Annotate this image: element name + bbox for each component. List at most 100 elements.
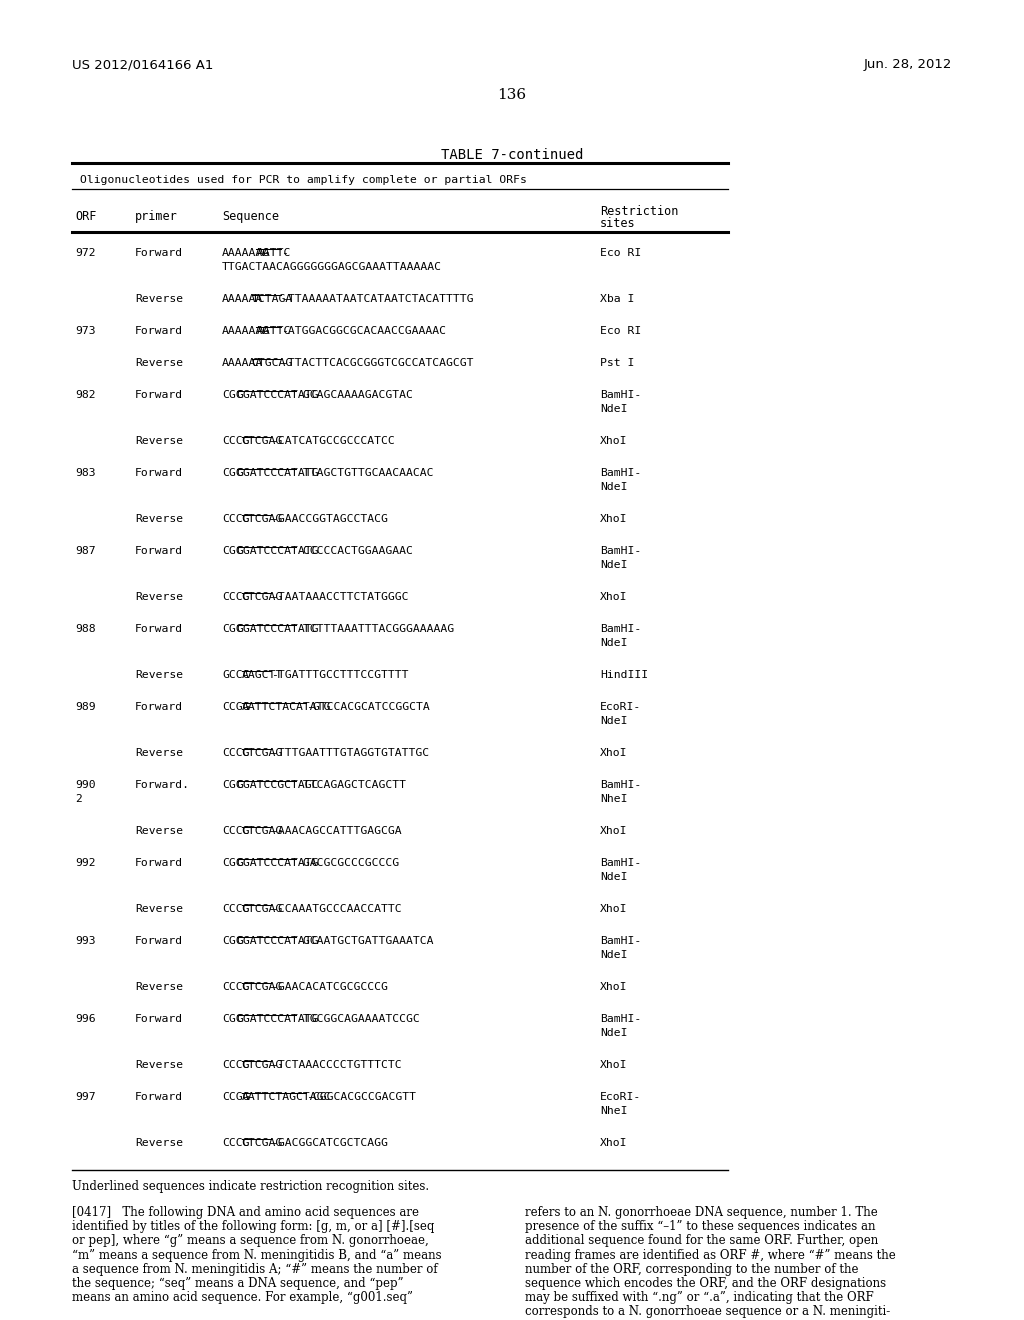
Text: CGC: CGC bbox=[222, 624, 243, 634]
Text: CCGG: CCGG bbox=[222, 702, 250, 711]
Text: NdeI: NdeI bbox=[600, 715, 628, 726]
Text: number of the ORF, corresponding to the number of the: number of the ORF, corresponding to the … bbox=[525, 1263, 858, 1276]
Text: 997: 997 bbox=[75, 1092, 95, 1102]
Text: 993: 993 bbox=[75, 936, 95, 946]
Text: BamHI-: BamHI- bbox=[600, 780, 641, 789]
Text: -TTAGCTGTTGCAACAACAC: -TTAGCTGTTGCAACAACAC bbox=[296, 469, 433, 478]
Text: NdeI: NdeI bbox=[600, 873, 628, 882]
Text: GGATCCCATATG: GGATCCCATATG bbox=[237, 936, 319, 946]
Text: -TAATAAACCTTCTATGGGC: -TAATAAACCTTCTATGGGC bbox=[271, 591, 409, 602]
Text: Forward: Forward bbox=[135, 858, 183, 869]
Text: -GCAATGCTGATTGAAATCA: -GCAATGCTGATTGAAATCA bbox=[296, 936, 433, 946]
Text: CCCG: CCCG bbox=[222, 1060, 250, 1071]
Text: XhoI: XhoI bbox=[600, 982, 628, 993]
Text: CCCG: CCCG bbox=[222, 904, 250, 913]
Text: -GACGGCATCGCTCAGG: -GACGGCATCGCTCAGG bbox=[271, 1138, 388, 1148]
Text: NdeI: NdeI bbox=[600, 560, 628, 570]
Text: CGC: CGC bbox=[222, 389, 243, 400]
Text: BamHI-: BamHI- bbox=[600, 1014, 641, 1024]
Text: CGC: CGC bbox=[222, 780, 243, 789]
Text: BamHI-: BamHI- bbox=[600, 546, 641, 556]
Text: CCCG: CCCG bbox=[222, 1138, 250, 1148]
Text: GGATCCCATATG: GGATCCCATATG bbox=[237, 546, 319, 556]
Text: NdeI: NdeI bbox=[600, 638, 628, 648]
Text: the sequence; “seq” means a DNA sequence, and “pep”: the sequence; “seq” means a DNA sequence… bbox=[72, 1276, 403, 1290]
Text: -TCTAAACCCCTGTTTCTC: -TCTAAACCCCTGTTTCTC bbox=[271, 1060, 401, 1071]
Text: GGATCCCATATG: GGATCCCATATG bbox=[237, 469, 319, 478]
Text: XhoI: XhoI bbox=[600, 904, 628, 913]
Text: BamHI-: BamHI- bbox=[600, 469, 641, 478]
Text: XhoI: XhoI bbox=[600, 513, 628, 524]
Text: CGC: CGC bbox=[222, 546, 243, 556]
Text: -TTACTTCACGCGGGTCGCCATCAGCGT: -TTACTTCACGCGGGTCGCCATCAGCGT bbox=[282, 358, 474, 368]
Text: CCCG: CCCG bbox=[222, 748, 250, 758]
Text: GGATCCCATATG: GGATCCCATATG bbox=[237, 1014, 319, 1024]
Text: 989: 989 bbox=[75, 702, 95, 711]
Text: Oligonucleotides used for PCR to amplify complete or partial ORFs: Oligonucleotides used for PCR to amplify… bbox=[80, 176, 527, 185]
Text: 973: 973 bbox=[75, 326, 95, 337]
Text: Reverse: Reverse bbox=[135, 513, 183, 524]
Text: AAAAAAG: AAAAAAG bbox=[222, 326, 270, 337]
Text: -CCCCCACTGGAAGAAC: -CCCCCACTGGAAGAAC bbox=[296, 546, 413, 556]
Text: -GCAGCAAAAGACGTAC: -GCAGCAAAAGACGTAC bbox=[296, 389, 413, 400]
Text: Forward: Forward bbox=[135, 326, 183, 337]
Text: reading frames are identified as ORF #, where “#” means the: reading frames are identified as ORF #, … bbox=[525, 1249, 896, 1262]
Text: -TGCGGCAGAAAATCCGC: -TGCGGCAGAAAATCCGC bbox=[296, 1014, 420, 1024]
Text: 2: 2 bbox=[75, 795, 82, 804]
Text: Forward: Forward bbox=[135, 248, 183, 257]
Text: CTCGAG: CTCGAG bbox=[242, 1060, 283, 1071]
Text: GGATCCCATATG: GGATCCCATATG bbox=[237, 624, 319, 634]
Text: Forward: Forward bbox=[135, 702, 183, 711]
Text: Forward.: Forward. bbox=[135, 780, 190, 789]
Text: -CATCATGCCGCCCATCC: -CATCATGCCGCCCATCC bbox=[271, 436, 395, 446]
Text: 972: 972 bbox=[75, 248, 95, 257]
Text: identified by titles of the following form: [g, m, or a] [#].[seq: identified by titles of the following fo… bbox=[72, 1220, 434, 1233]
Text: CTCGAG: CTCGAG bbox=[242, 513, 283, 524]
Text: additional sequence found for the same ORF. Further, open: additional sequence found for the same O… bbox=[525, 1234, 879, 1247]
Text: -CGGCACGCCGACGTT: -CGGCACGCCGACGTT bbox=[306, 1092, 416, 1102]
Text: BamHI-: BamHI- bbox=[600, 936, 641, 946]
Text: Eco RI: Eco RI bbox=[600, 248, 641, 257]
Text: CCCG: CCCG bbox=[222, 591, 250, 602]
Text: NheI: NheI bbox=[600, 795, 628, 804]
Text: CCCG: CCCG bbox=[222, 826, 250, 836]
Text: “m” means a sequence from N. meningitidis B, and “a” means: “m” means a sequence from N. meningitidi… bbox=[72, 1249, 441, 1262]
Text: -TCTTTAAATTTACGGGAAAAAG: -TCTTTAAATTTACGGGAAAAAG bbox=[296, 624, 454, 634]
Text: sites: sites bbox=[600, 216, 636, 230]
Text: XhoI: XhoI bbox=[600, 1138, 628, 1148]
Text: NdeI: NdeI bbox=[600, 404, 628, 414]
Text: CCCG: CCCG bbox=[222, 513, 250, 524]
Text: Reverse: Reverse bbox=[135, 1138, 183, 1148]
Text: CGC: CGC bbox=[222, 1014, 243, 1024]
Text: primer: primer bbox=[135, 210, 178, 223]
Text: Reverse: Reverse bbox=[135, 982, 183, 993]
Text: 992: 992 bbox=[75, 858, 95, 869]
Text: NdeI: NdeI bbox=[600, 482, 628, 492]
Text: GGATCCCATATG: GGATCCCATATG bbox=[237, 858, 319, 869]
Text: EcoRI-: EcoRI- bbox=[600, 1092, 641, 1102]
Text: Reverse: Reverse bbox=[135, 591, 183, 602]
Text: HindIII: HindIII bbox=[600, 671, 648, 680]
Text: GGATCCCATATG: GGATCCCATATG bbox=[237, 389, 319, 400]
Text: BamHI-: BamHI- bbox=[600, 389, 641, 400]
Text: Pst I: Pst I bbox=[600, 358, 635, 368]
Text: TTGACTAACAGGGGGGGAGCGAAATTAAAAAC: TTGACTAACAGGGGGGGAGCGAAATTAAAAAC bbox=[222, 261, 442, 272]
Text: -GAACCGGTAGCCTACG: -GAACCGGTAGCCTACG bbox=[271, 513, 388, 524]
Text: Forward: Forward bbox=[135, 936, 183, 946]
Text: corresponds to a N. gonorrhoeae sequence or a N. meningiti-: corresponds to a N. gonorrhoeae sequence… bbox=[525, 1305, 890, 1319]
Text: GGATCCGCTAGC: GGATCCGCTAGC bbox=[237, 780, 319, 789]
Text: Reverse: Reverse bbox=[135, 294, 183, 304]
Text: -TTCAGAGCTCAGCTT: -TTCAGAGCTCAGCTT bbox=[296, 780, 406, 789]
Text: Jun. 28, 2012: Jun. 28, 2012 bbox=[863, 58, 952, 71]
Text: means an amino acid sequence. For example, “g001.seq”: means an amino acid sequence. For exampl… bbox=[72, 1291, 413, 1304]
Text: XhoI: XhoI bbox=[600, 1060, 628, 1071]
Text: 987: 987 bbox=[75, 546, 95, 556]
Text: -: - bbox=[282, 248, 288, 257]
Text: Reverse: Reverse bbox=[135, 671, 183, 680]
Text: Xba I: Xba I bbox=[600, 294, 635, 304]
Text: -GAACACATCGCGCCCG: -GAACACATCGCGCCCG bbox=[271, 982, 388, 993]
Text: 996: 996 bbox=[75, 1014, 95, 1024]
Text: Forward: Forward bbox=[135, 389, 183, 400]
Text: or pep], where “g” means a sequence from N. gonorrhoeae,: or pep], where “g” means a sequence from… bbox=[72, 1234, 429, 1247]
Text: CCGG: CCGG bbox=[222, 1092, 250, 1102]
